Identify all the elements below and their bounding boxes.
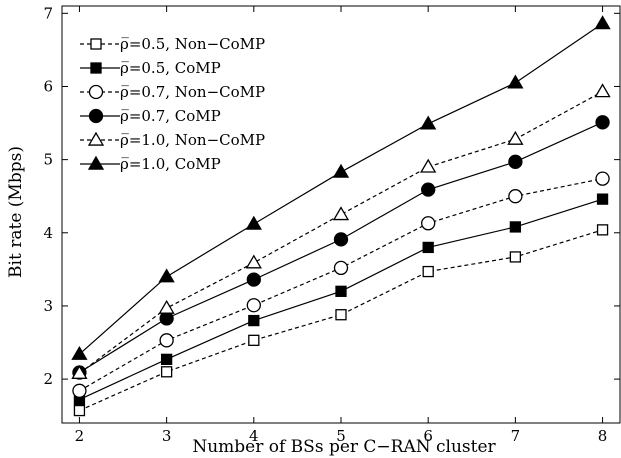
- data-point: [596, 193, 609, 205]
- data-point: [246, 272, 261, 287]
- y-axis-title: Bit rate (Mbps): [6, 146, 26, 278]
- data-point: [333, 260, 349, 276]
- data-point: [595, 171, 610, 186]
- y-tick-label: 7: [43, 4, 53, 22]
- x-tick-label: 3: [162, 427, 172, 445]
- data-point: [596, 224, 609, 236]
- data-point: [508, 154, 523, 169]
- legend-marker: [87, 155, 105, 170]
- data-point: [508, 189, 523, 204]
- legend-label: ρ̅=1.0, CoMP: [120, 155, 221, 173]
- legend-marker: [90, 38, 102, 50]
- data-point: [421, 216, 436, 231]
- data-point: [72, 383, 87, 398]
- legend-label: ρ̅=0.7, Non−CoMP: [120, 83, 265, 101]
- data-point: [595, 115, 610, 130]
- legend-label: ρ̅=0.5, Non−CoMP: [120, 35, 265, 53]
- data-point: [158, 299, 175, 314]
- legend: ρ̅=0.5, Non−CoMP ρ̅=0.5, CoMP ρ̅=0.7, Non−…: [80, 35, 265, 173]
- data-point: [248, 334, 260, 346]
- data-point: [422, 265, 434, 278]
- y-tick-label: 2: [43, 370, 53, 388]
- legend-marker: [88, 84, 104, 100]
- data-point: [160, 353, 173, 366]
- data-point: [332, 206, 350, 221]
- legend-marker: [87, 131, 105, 146]
- series-1: [73, 224, 609, 417]
- x-tick-label: 4: [249, 427, 259, 445]
- data-point: [245, 215, 262, 230]
- data-point: [246, 298, 261, 313]
- data-point: [73, 404, 86, 417]
- data-point: [507, 130, 524, 145]
- series-line: [79, 198, 603, 401]
- x-axis-title: Number of BSs per C−RAN cluster: [192, 437, 496, 457]
- legend-item: ρ̅=0.5, Non−CoMP: [80, 35, 265, 53]
- data-point: [594, 15, 611, 30]
- legend-item: ρ̅=1.0, CoMP: [80, 155, 221, 173]
- legend-item: ρ̅=0.5, CoMP: [80, 59, 221, 77]
- data-point: [332, 163, 350, 178]
- axes: 2 3 4 5 6 7 8 2 3 4 5 6 7: [43, 4, 621, 445]
- data-point: [420, 115, 437, 130]
- legend-item: ρ̅=1.0, Non−CoMP: [80, 131, 265, 149]
- legend-label: ρ̅=0.7, CoMP: [120, 107, 221, 125]
- data-point: [507, 74, 524, 89]
- series-3: [72, 171, 610, 398]
- series-6: [71, 15, 611, 360]
- y-tick-label: 3: [43, 297, 53, 315]
- data-point: [158, 268, 175, 283]
- legend-item: ρ̅=0.7, Non−CoMP: [80, 83, 265, 101]
- data-point: [159, 333, 174, 348]
- x-tick-label: 5: [336, 427, 346, 445]
- legend-marker: [88, 108, 104, 124]
- y-tick-label: 6: [43, 77, 53, 95]
- data-point: [245, 254, 262, 269]
- data-point: [335, 309, 347, 321]
- x-tick-label: 2: [75, 427, 85, 445]
- data-point: [335, 285, 347, 297]
- data-point: [420, 158, 437, 173]
- x-tick-label: 7: [511, 427, 521, 445]
- series-2: [73, 193, 609, 406]
- x-tick-label: 8: [598, 427, 608, 445]
- data-point: [422, 241, 434, 254]
- y-tick-label: 5: [43, 151, 53, 169]
- legend-item: ρ̅=0.7, CoMP: [80, 107, 221, 125]
- plot-area: [71, 15, 611, 417]
- legend-marker: [90, 62, 102, 74]
- data-point: [594, 83, 611, 98]
- series-4: [72, 115, 610, 380]
- data-point: [421, 182, 436, 197]
- x-tick-label: 6: [423, 427, 433, 445]
- data-point: [71, 345, 88, 360]
- legend-label: ρ̅=0.5, CoMP: [120, 59, 221, 77]
- legend-label: ρ̅=1.0, Non−CoMP: [120, 131, 265, 149]
- data-point: [160, 366, 173, 378]
- data-point: [248, 314, 260, 327]
- data-point: [159, 311, 174, 326]
- data-point: [509, 251, 522, 263]
- data-point: [71, 364, 88, 379]
- y-tick-label: 4: [43, 224, 53, 242]
- data-point: [333, 232, 349, 247]
- data-point: [509, 221, 522, 233]
- series-5: [71, 83, 611, 379]
